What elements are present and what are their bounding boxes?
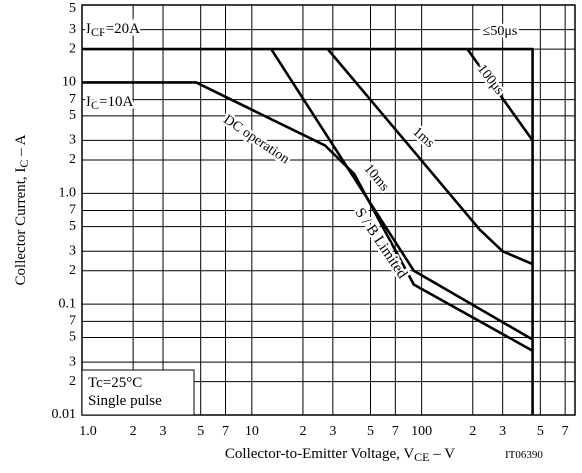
annotation-part: Tc=25°C (88, 375, 142, 391)
x-axis-label-part: Collector-to-Emitter Voltage, V (225, 446, 414, 462)
curve (326, 48, 534, 266)
x-axis-label-part: CE (414, 450, 429, 464)
annotation-part: C (91, 98, 99, 112)
curve (270, 48, 534, 341)
y-axis-label-part: Collector Current, I (13, 168, 29, 286)
y-tick-label: 5 (69, 108, 76, 123)
x-tick-label: 7 (392, 424, 399, 439)
plot-frame (81, 4, 576, 416)
y-tick-label: 2 (69, 41, 76, 56)
series-label: ≤50μs (483, 24, 518, 39)
annotation-part: I (86, 94, 91, 110)
y-tick-label: 3 (69, 354, 76, 369)
annotation: Tc=25°C (88, 375, 142, 391)
y-tick-label: 5 (69, 330, 76, 345)
annotation: IT06390 (505, 449, 543, 461)
annotation-part: I (86, 21, 91, 37)
annotation: Single pulse (88, 393, 162, 409)
annotation-part: IT06390 (505, 449, 543, 461)
annotation-part: =20A (106, 21, 140, 37)
y-tick-label: 5 (69, 219, 76, 234)
annotation-part: =10A (99, 94, 133, 110)
y-tick-label: 2 (69, 263, 76, 278)
x-axis-label: Collector-to-Emitter Voltage, VCE – V (225, 446, 455, 463)
x-tick-label: 3 (499, 424, 506, 439)
annotation-part: Single pulse (88, 393, 162, 409)
y-tick-label: 3 (69, 22, 76, 37)
x-tick-label: 10 (245, 424, 259, 439)
x-axis-label-part: – V (430, 446, 456, 462)
x-tick-label: 3 (329, 424, 336, 439)
x-tick-label: 5 (367, 424, 374, 439)
x-tick-label: 3 (160, 424, 167, 439)
note-box (81, 369, 195, 416)
y-tick-label: 7 (69, 314, 76, 329)
curve (82, 47, 534, 415)
y-tick-label: 0.01 (52, 407, 77, 422)
y-tick-label: 2 (69, 374, 76, 389)
x-tick-label: 2 (299, 424, 306, 439)
x-tick-label: 2 (469, 424, 476, 439)
y-axis-label-part: C (17, 160, 31, 168)
x-tick-label: 1.0 (79, 424, 97, 439)
y-tick-label: 10 (62, 75, 76, 90)
x-tick-label: 100 (411, 424, 432, 439)
x-tick-label: 2 (130, 424, 137, 439)
annotation: IC=10A (86, 94, 133, 111)
y-tick-label: 0.1 (59, 296, 77, 311)
y-tick-label: 7 (69, 92, 76, 107)
y-axis-label-part: – A (13, 134, 29, 159)
y-tick-label: 1.0 (59, 186, 77, 201)
annotation-part: CP (91, 25, 106, 39)
y-axis-label: Collector Current, IC – A (13, 134, 30, 285)
y-tick-label: 3 (69, 243, 76, 258)
x-tick-label: 7 (222, 424, 229, 439)
annotation: ICP=20A (86, 21, 140, 38)
x-tick-label: 5 (537, 424, 544, 439)
y-tick-label: 3 (69, 133, 76, 148)
y-tick-label: 2 (69, 152, 76, 167)
y-tick-label: 7 (69, 203, 76, 218)
x-tick-label: 5 (197, 424, 204, 439)
curve (466, 48, 534, 142)
x-tick-label: 7 (562, 424, 569, 439)
y-tick-label: 5 (69, 1, 76, 16)
curve (82, 81, 534, 352)
